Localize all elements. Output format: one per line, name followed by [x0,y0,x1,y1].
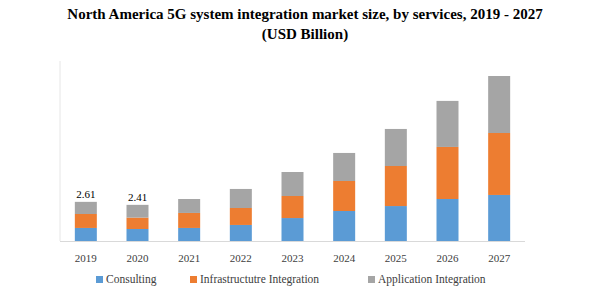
bar-segment [178,228,200,241]
chart: North America 5G system integration mark… [0,0,600,300]
bars [75,76,510,241]
x-tick-label: 2019 [75,252,98,264]
x-axis-line [60,241,525,242]
title: North America 5G system integration mark… [67,6,543,22]
bar-segment [385,206,407,241]
legend-swatch [96,276,103,283]
bar-segment [385,166,407,206]
bar-segment [75,214,97,228]
bar-segment [230,225,252,241]
legend-label: Application Integration [378,273,486,286]
legend-label: Consulting [106,273,157,286]
x-tick-label: 2024 [333,252,356,264]
bar-segment [178,213,200,228]
bar-segment [437,147,459,199]
bar-segment [333,211,355,241]
bar-segment [127,229,149,241]
bar-segment [282,172,304,196]
legend: Consulting Infrastructutre Integration App… [96,273,486,286]
bar-segment [333,181,355,211]
x-tick-label: 2027 [488,252,511,264]
bar-segment [127,218,149,229]
bar-segment [282,218,304,241]
bar-segment [333,153,355,181]
x-tick-label: 2021 [178,252,200,264]
bar-segment [488,133,510,195]
bar-segment [282,196,304,218]
bar-segment [437,101,459,147]
legend-swatch [190,276,197,283]
bar-segment [127,205,149,218]
bar-segment [230,208,252,225]
x-tick-label: 2026 [437,252,460,264]
bar-segment [385,129,407,166]
x-tick-label: 2020 [127,252,150,264]
legend-label: Infrastructutre Integration [200,273,319,286]
total-label: 2.61 [76,188,95,200]
x-tick-label: 2022 [230,252,252,264]
x-tick-label: 2023 [282,252,305,264]
bar-segment [488,195,510,241]
bar-segment [230,189,252,208]
bar-segment [488,76,510,133]
x-tick-label: 2025 [385,252,408,264]
total-label: 2.41 [128,191,147,203]
bar-segment [178,199,200,213]
y-axis-line [60,61,61,241]
subtitle: (USD Billion) [262,26,348,43]
bar-segment [437,199,459,241]
legend-swatch [368,276,375,283]
bar-segment [75,202,97,214]
bar-segment [75,228,97,241]
